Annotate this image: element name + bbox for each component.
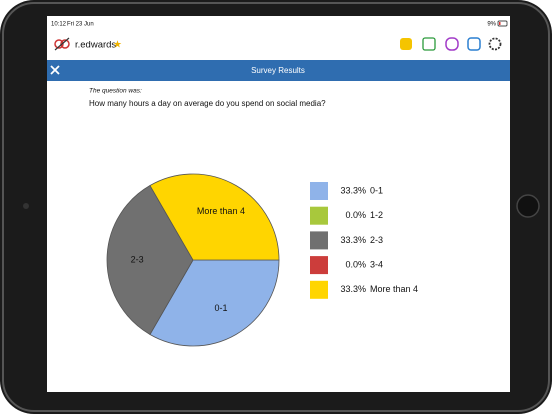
battery-icon xyxy=(497,20,508,27)
pie-slice xyxy=(149,259,280,347)
help-icon[interactable] xyxy=(467,37,481,51)
status-date: Fri 23 Jun xyxy=(67,22,94,28)
question-intro: The question was: xyxy=(89,88,142,95)
legend-swatch xyxy=(310,256,328,275)
chat-icon[interactable] xyxy=(445,37,459,51)
stats-icon[interactable] xyxy=(422,37,436,51)
slice-label: 2-3 xyxy=(131,254,144,264)
home-button[interactable] xyxy=(516,194,540,218)
title-bar xyxy=(47,60,510,81)
legend-label: 3-4 xyxy=(370,259,383,269)
question-text: How many hours a day on average do you s… xyxy=(89,99,326,108)
legend-label: 1-2 xyxy=(370,210,383,220)
status-time: 10:12 xyxy=(51,22,67,28)
legend-value: 33.3% xyxy=(340,284,366,294)
star-icon[interactable]: ★ xyxy=(113,40,122,51)
link-ring xyxy=(54,39,64,49)
username[interactable]: r.edwards xyxy=(75,40,116,51)
link-ring xyxy=(60,39,70,49)
pie-chart: 0-1 33.3% 0-1 0.0% 1-2 2-3 33.3% 2-3 0.0% 3-4 More… xyxy=(106,173,418,347)
battery-level xyxy=(499,22,501,25)
legend-swatch xyxy=(310,182,328,200)
legend-label: More than 4 xyxy=(370,284,418,294)
legend-value: 0.0% xyxy=(345,210,366,220)
user-icon[interactable] xyxy=(54,37,70,51)
status-battery: 9% xyxy=(487,22,496,28)
legend-value: 33.3% xyxy=(340,185,366,195)
close-button[interactable] xyxy=(50,65,60,75)
legend-value: 33.3% xyxy=(340,235,366,245)
legend-swatch xyxy=(310,280,328,299)
slice-label: More than 4 xyxy=(197,206,245,216)
legend-label: 2-3 xyxy=(370,235,383,245)
settings-icon[interactable] xyxy=(488,37,502,51)
camera xyxy=(23,203,29,209)
legend-label: 0-1 xyxy=(370,185,383,195)
slice-label: 0-1 xyxy=(214,303,227,313)
link-slash xyxy=(54,37,70,51)
legend-swatch xyxy=(310,206,328,225)
legend-value: 0.0% xyxy=(345,259,366,269)
title: Survey Results xyxy=(251,66,305,75)
close-stroke xyxy=(50,65,60,75)
notes-icon[interactable] xyxy=(400,38,412,50)
pie-slice xyxy=(149,173,280,261)
legend-swatch xyxy=(310,231,328,250)
pie-slice xyxy=(106,184,194,336)
